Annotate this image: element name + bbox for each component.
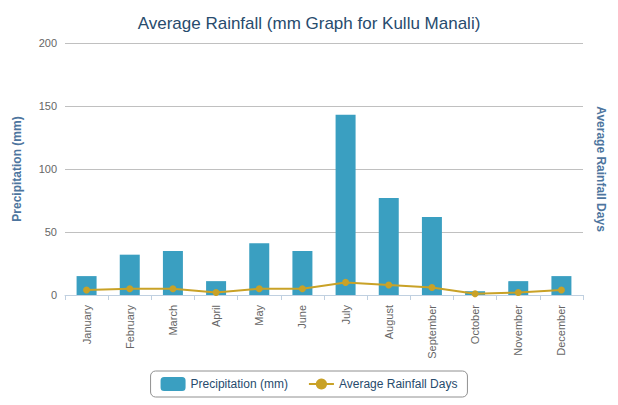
svg-text:Precipitation (mm): Precipitation (mm) (10, 116, 24, 221)
svg-text:Average Rainfall (mm Graph for: Average Rainfall (mm Graph for Kullu Man… (138, 14, 481, 33)
svg-text:May: May (253, 305, 265, 326)
svg-text:Average Rainfall Days: Average Rainfall Days (339, 377, 458, 391)
svg-text:100: 100 (39, 163, 57, 175)
svg-text:December: December (555, 305, 567, 356)
svg-text:June: June (296, 305, 308, 329)
svg-text:April: April (210, 305, 222, 327)
svg-text:Average Rainfall Days: Average Rainfall Days (594, 106, 608, 232)
svg-text:October: October (469, 305, 481, 344)
svg-text:February: February (124, 305, 136, 350)
svg-text:November: November (512, 305, 524, 356)
svg-text:July: July (340, 305, 352, 325)
svg-text:0: 0 (51, 289, 57, 301)
svg-text:March: March (167, 305, 179, 336)
svg-text:150: 150 (39, 100, 57, 112)
svg-text:August: August (383, 305, 395, 339)
svg-text:200: 200 (39, 37, 57, 49)
svg-text:January: January (81, 305, 93, 345)
svg-text:50: 50 (45, 226, 57, 238)
svg-text:September: September (426, 305, 438, 359)
svg-text:Precipitation (mm): Precipitation (mm) (191, 377, 288, 391)
